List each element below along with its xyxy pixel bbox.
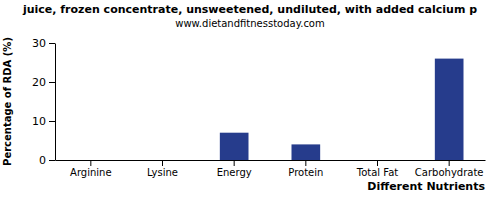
chart: 0 10 20 30 Arginine Lysine Energy Protein Total … bbox=[0, 0, 500, 200]
x-tick-label: Lysine bbox=[147, 167, 178, 178]
title: juice, frozen concentrate, unsweetened, … bbox=[22, 3, 477, 16]
y-tick: 20 bbox=[32, 76, 55, 89]
x-tick: Protein bbox=[288, 160, 323, 178]
y-tick: 10 bbox=[32, 115, 55, 128]
x-tick-mark bbox=[377, 160, 378, 166]
bar bbox=[148, 160, 177, 161]
bar bbox=[220, 133, 249, 160]
x-tick: Carbohydrate bbox=[415, 160, 484, 178]
x-tick-label: Total Fat bbox=[356, 167, 398, 178]
y-tick-mark bbox=[49, 82, 55, 83]
bar bbox=[363, 160, 392, 161]
x-tick-label: Protein bbox=[288, 167, 323, 178]
y-tick-label: 0 bbox=[39, 154, 46, 167]
y-axis-line bbox=[55, 44, 56, 161]
bars bbox=[220, 59, 464, 160]
x-tick: Lysine bbox=[147, 160, 178, 178]
x-tick-label: Energy bbox=[217, 167, 252, 178]
y-tick-label: 30 bbox=[32, 37, 46, 50]
x-tick: Arginine bbox=[70, 160, 112, 178]
x-tick-mark bbox=[305, 160, 306, 166]
x-axis: Arginine Lysine Energy Protein Total Fat Carb… bbox=[56, 160, 486, 178]
x-axis-title: Different Nutrients bbox=[367, 180, 485, 193]
y-axis-title: Percentage of RDA (%) bbox=[2, 37, 13, 166]
x-tick-mark bbox=[162, 160, 163, 166]
subtitle: www.dietandfitnesstoday.com bbox=[175, 18, 324, 29]
x-tick-mark bbox=[449, 160, 450, 166]
y-tick: 30 bbox=[32, 37, 55, 50]
bar bbox=[435, 59, 464, 160]
x-tick-label: Carbohydrate bbox=[415, 167, 484, 178]
x-tick-mark bbox=[90, 160, 91, 166]
y-tick-label: 20 bbox=[32, 76, 46, 89]
x-tick: Energy bbox=[217, 160, 252, 178]
y-tick-mark bbox=[49, 121, 55, 122]
y-tick-mark bbox=[49, 160, 55, 161]
bar bbox=[292, 144, 321, 160]
x-tick-mark bbox=[234, 160, 235, 166]
y-tick-label: 10 bbox=[32, 115, 46, 128]
y-tick-mark bbox=[49, 43, 55, 44]
y-tick: 0 bbox=[39, 154, 55, 167]
bar bbox=[77, 160, 106, 161]
y-axis: 0 10 20 30 bbox=[32, 37, 56, 167]
x-tick-label: Arginine bbox=[70, 167, 112, 178]
x-axis-line bbox=[56, 160, 486, 161]
x-tick: Total Fat bbox=[356, 160, 398, 178]
